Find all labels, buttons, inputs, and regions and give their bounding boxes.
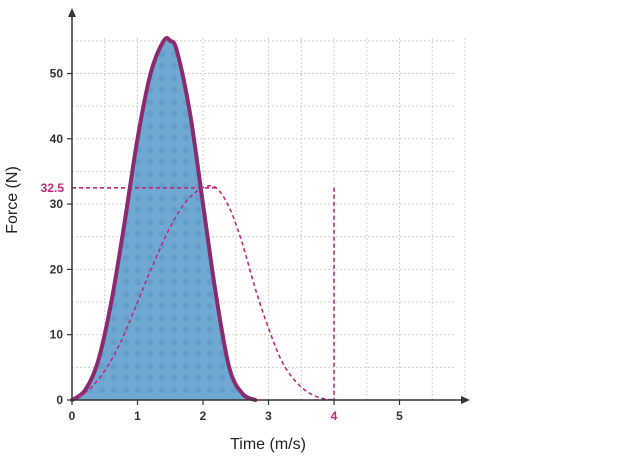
y-tick-label: 30 [50,197,64,211]
x-tick-label: 4 [331,409,338,423]
y-tick-label: 0 [56,393,63,407]
highlight-y-label: 32.5 [41,181,65,195]
x-axis-arrow-icon [461,396,470,404]
x-axis-label: Time (m/s) [230,436,306,453]
x-tick-label: 5 [396,409,403,423]
y-tick-label: 40 [50,132,64,146]
filled-area [72,38,256,401]
x-tick-label: 2 [200,409,207,423]
y-tick-label: 10 [50,328,64,342]
y-tick-label: 50 [50,67,64,81]
x-tick-label: 1 [134,409,141,423]
y-tick-label: 20 [50,262,64,276]
x-tick-label: 3 [265,409,272,423]
x-tick-label: 0 [69,409,76,423]
y-axis-label: Force (N) [4,166,21,234]
series-line-solid [70,36,258,402]
series-lines [70,36,335,402]
area-dot-texture [72,38,256,401]
y-axis-arrow-icon [68,8,76,17]
series-line-dashed [71,184,335,401]
highlight-guides [72,186,335,400]
